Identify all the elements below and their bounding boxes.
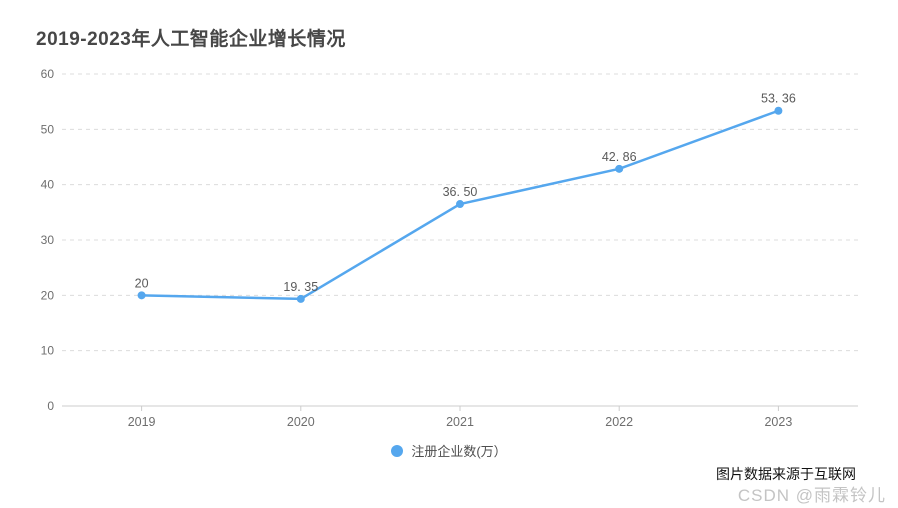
x-axis-tick-label: 2020 [287,415,315,429]
x-axis-tick-label: 2021 [446,415,474,429]
data-point[interactable] [615,164,624,173]
x-axis-tick-label: 2022 [605,415,633,429]
y-axis-tick-label: 60 [41,67,55,81]
watermark-csdn: CSDN @雨霖铃儿 [737,486,886,505]
data-point-label: 20 [135,276,149,290]
data-point-label: 42. 86 [602,150,637,164]
data-point-label: 19. 35 [283,280,318,294]
x-axis-tick-label: 2019 [128,415,156,429]
y-axis-tick-label: 50 [41,122,55,136]
data-point[interactable] [296,294,305,303]
legend-item[interactable]: 注册企业数(万） [0,441,898,460]
watermark-source-note: 图片数据来源于互联网 [716,466,856,482]
y-axis-tick-label: 30 [41,233,55,247]
data-point[interactable] [456,200,464,209]
data-point[interactable] [774,106,783,115]
y-axis-tick-label: 40 [41,178,55,192]
data-point-label: 36. 50 [443,185,478,199]
y-axis-tick-label: 10 [41,344,55,358]
data-point[interactable] [137,291,146,300]
data-point-label: 53. 36 [761,92,796,106]
legend-label: 注册企业数(万） [411,444,507,459]
chart-title: 2019-2023年人工智能企业增长情况 [36,29,346,50]
legend-marker-icon [391,444,404,457]
y-axis-tick-label: 20 [41,288,55,302]
x-axis-tick-label: 2023 [764,415,792,429]
y-axis-tick-label: 0 [47,399,54,413]
